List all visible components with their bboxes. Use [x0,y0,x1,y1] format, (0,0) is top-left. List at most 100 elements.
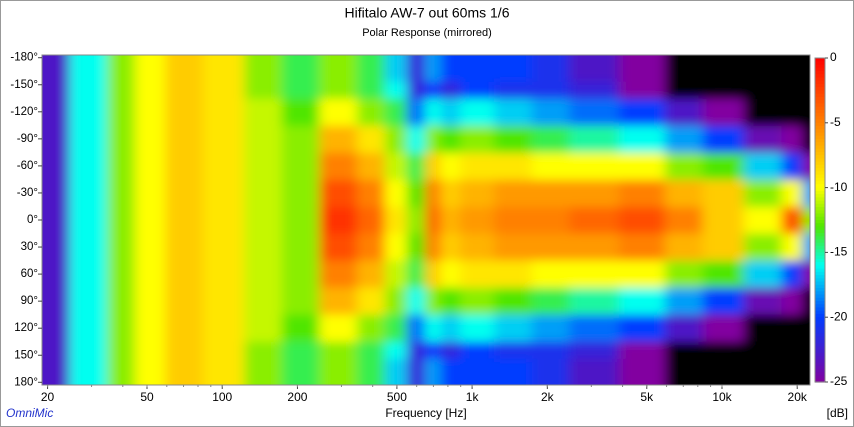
heat-cell [460,98,495,126]
colorbar-step [815,164,825,169]
colorbar-step [815,168,825,172]
colorbar-step [815,200,825,205]
heat-cell [42,287,71,316]
heat-cell [460,287,495,316]
heat-cell [702,206,745,235]
heat-cell [165,233,204,262]
heat-cell [702,179,745,207]
heat-cell [107,287,136,316]
heat-cell [384,206,408,235]
heat-cell [165,55,204,82]
heat-cell [665,314,704,343]
heat-cell [425,98,442,126]
heat-cell [569,98,620,126]
heat-cell [665,260,704,289]
colorbar-step [815,184,825,189]
colorbar-step [815,61,825,66]
heat-cell [281,98,320,126]
y-tick-label: -180° [10,52,38,64]
heat-cell [460,260,495,289]
heat-cell [440,55,461,82]
heat-cell [69,179,108,207]
heat-cell [319,314,358,343]
heat-cell [531,179,570,207]
heat-cell [569,287,620,316]
heat-cell [107,179,136,207]
colorbar-step [815,307,825,312]
heat-cell [202,206,245,235]
colorbar-step [815,100,825,104]
colorbar-step [815,278,825,283]
colorbar-step [815,239,825,244]
heat-cell [619,260,666,289]
colorbar-step [815,226,825,231]
heat-cell [384,152,408,180]
colorbar-step [815,174,825,179]
colorbar-step [815,252,825,257]
heat-cell [494,260,533,289]
heat-cell [440,358,461,385]
y-tick-label: -30° [17,187,38,199]
heat-cell [781,358,803,385]
heat-cell [406,233,426,262]
colorbar-step [815,236,825,241]
heat-cell [665,287,704,316]
heat-cell [531,287,570,316]
heat-cell [781,179,803,207]
heat-cell [357,179,386,207]
heat-cell [440,152,461,180]
y-tick-label: -150° [10,79,38,91]
heat-cell [244,314,283,343]
heat-cell [781,260,803,289]
heat-cell [384,358,408,385]
heat-cell [665,125,704,153]
heat-cell [531,233,570,262]
heat-cell [440,314,461,343]
heat-cell [384,179,408,207]
heat-cell [569,314,620,343]
heat-cell [281,179,320,207]
heat-cell [460,125,495,153]
heat-cell [802,179,810,207]
heat-cell [619,358,666,385]
colorbar-step [815,220,825,224]
chart-subtitle: Polar Response (mirrored) [362,27,492,39]
heat-cell [319,179,358,207]
heat-cell [244,55,283,82]
heat-cell [702,233,745,262]
colorbar-step [815,262,825,266]
heat-cell [134,314,166,343]
heat-cell [357,55,386,82]
heat-cell [665,206,704,235]
heat-cell [406,179,426,207]
heat-cell [42,152,71,180]
colorbar-step [815,113,825,117]
heat-cell [357,152,386,180]
heat-cell [319,206,358,235]
heat-cell [406,98,426,126]
heat-cell [357,98,386,126]
heat-cell [425,233,442,262]
heat-cell [42,179,71,207]
heat-cell [107,152,136,180]
heat-cell [802,152,810,180]
colorbar-step [815,284,825,289]
heat-cell [702,125,745,153]
heat-cell [702,287,745,316]
z-tick-label: -10 [830,180,848,194]
heat-cell [743,314,783,343]
heat-cell [244,98,283,126]
heat-cell [165,206,204,235]
heat-cell [165,98,204,126]
heat-cell [440,98,461,126]
colorbar-step [815,313,825,318]
heat-cell [69,287,108,316]
heat-cell [425,314,442,343]
heatmap [42,55,810,385]
heat-cell [619,287,666,316]
heat-cell [281,314,320,343]
heat-cell [743,179,783,207]
heat-cell [42,98,71,126]
colorbar-step [815,229,825,234]
colorbar-step [815,265,825,270]
